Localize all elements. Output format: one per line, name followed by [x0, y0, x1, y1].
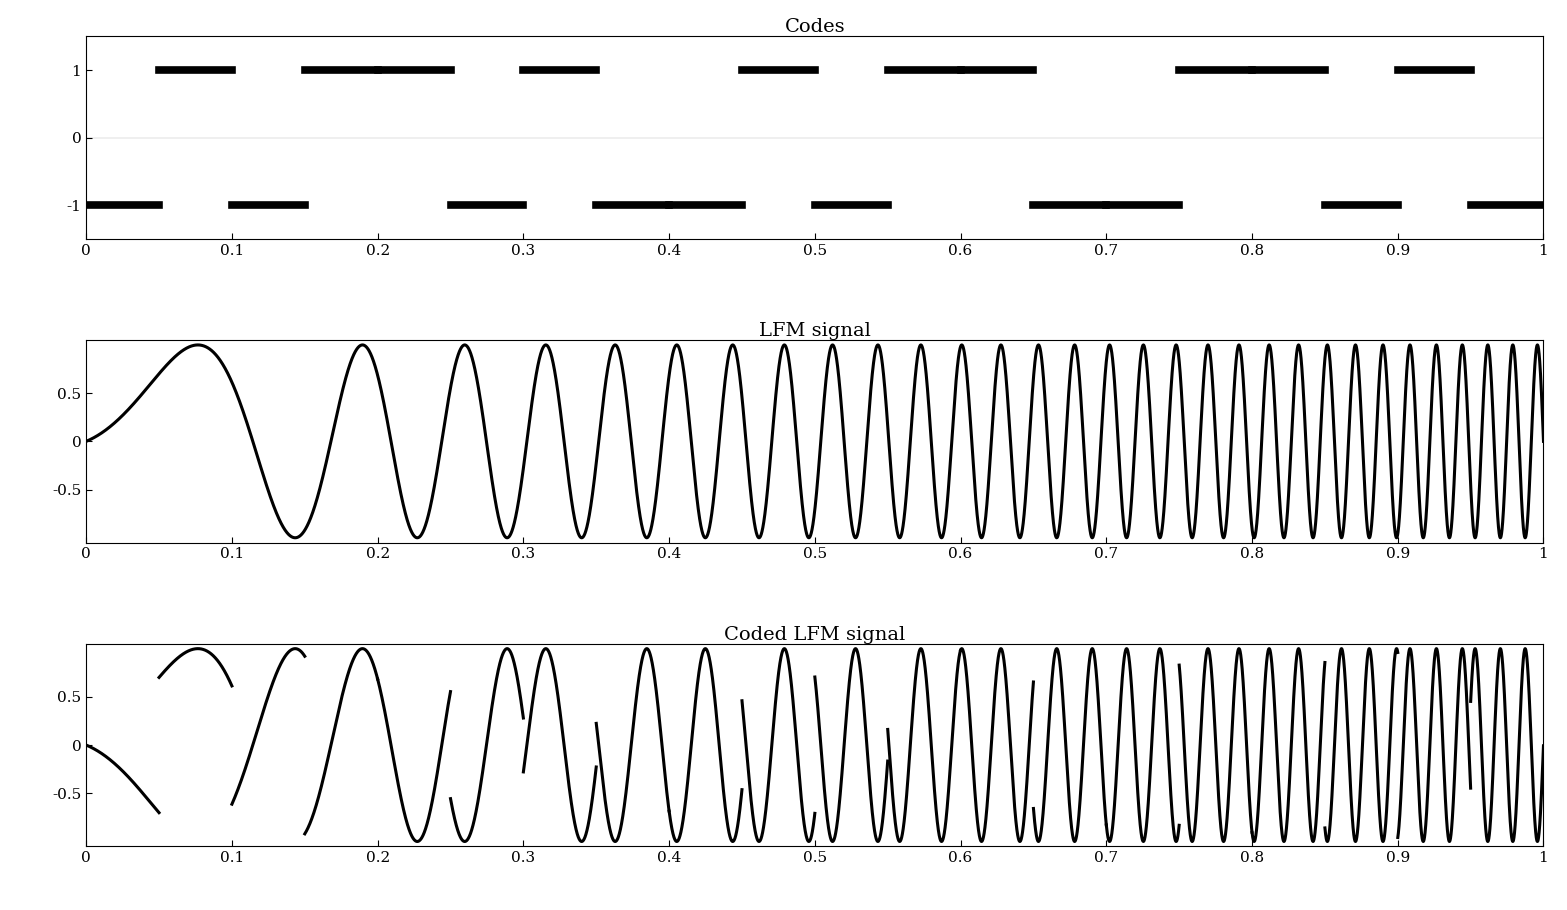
- Title: Codes: Codes: [785, 18, 845, 36]
- Title: LFM signal: LFM signal: [758, 322, 871, 340]
- Title: Coded LFM signal: Coded LFM signal: [724, 626, 906, 643]
